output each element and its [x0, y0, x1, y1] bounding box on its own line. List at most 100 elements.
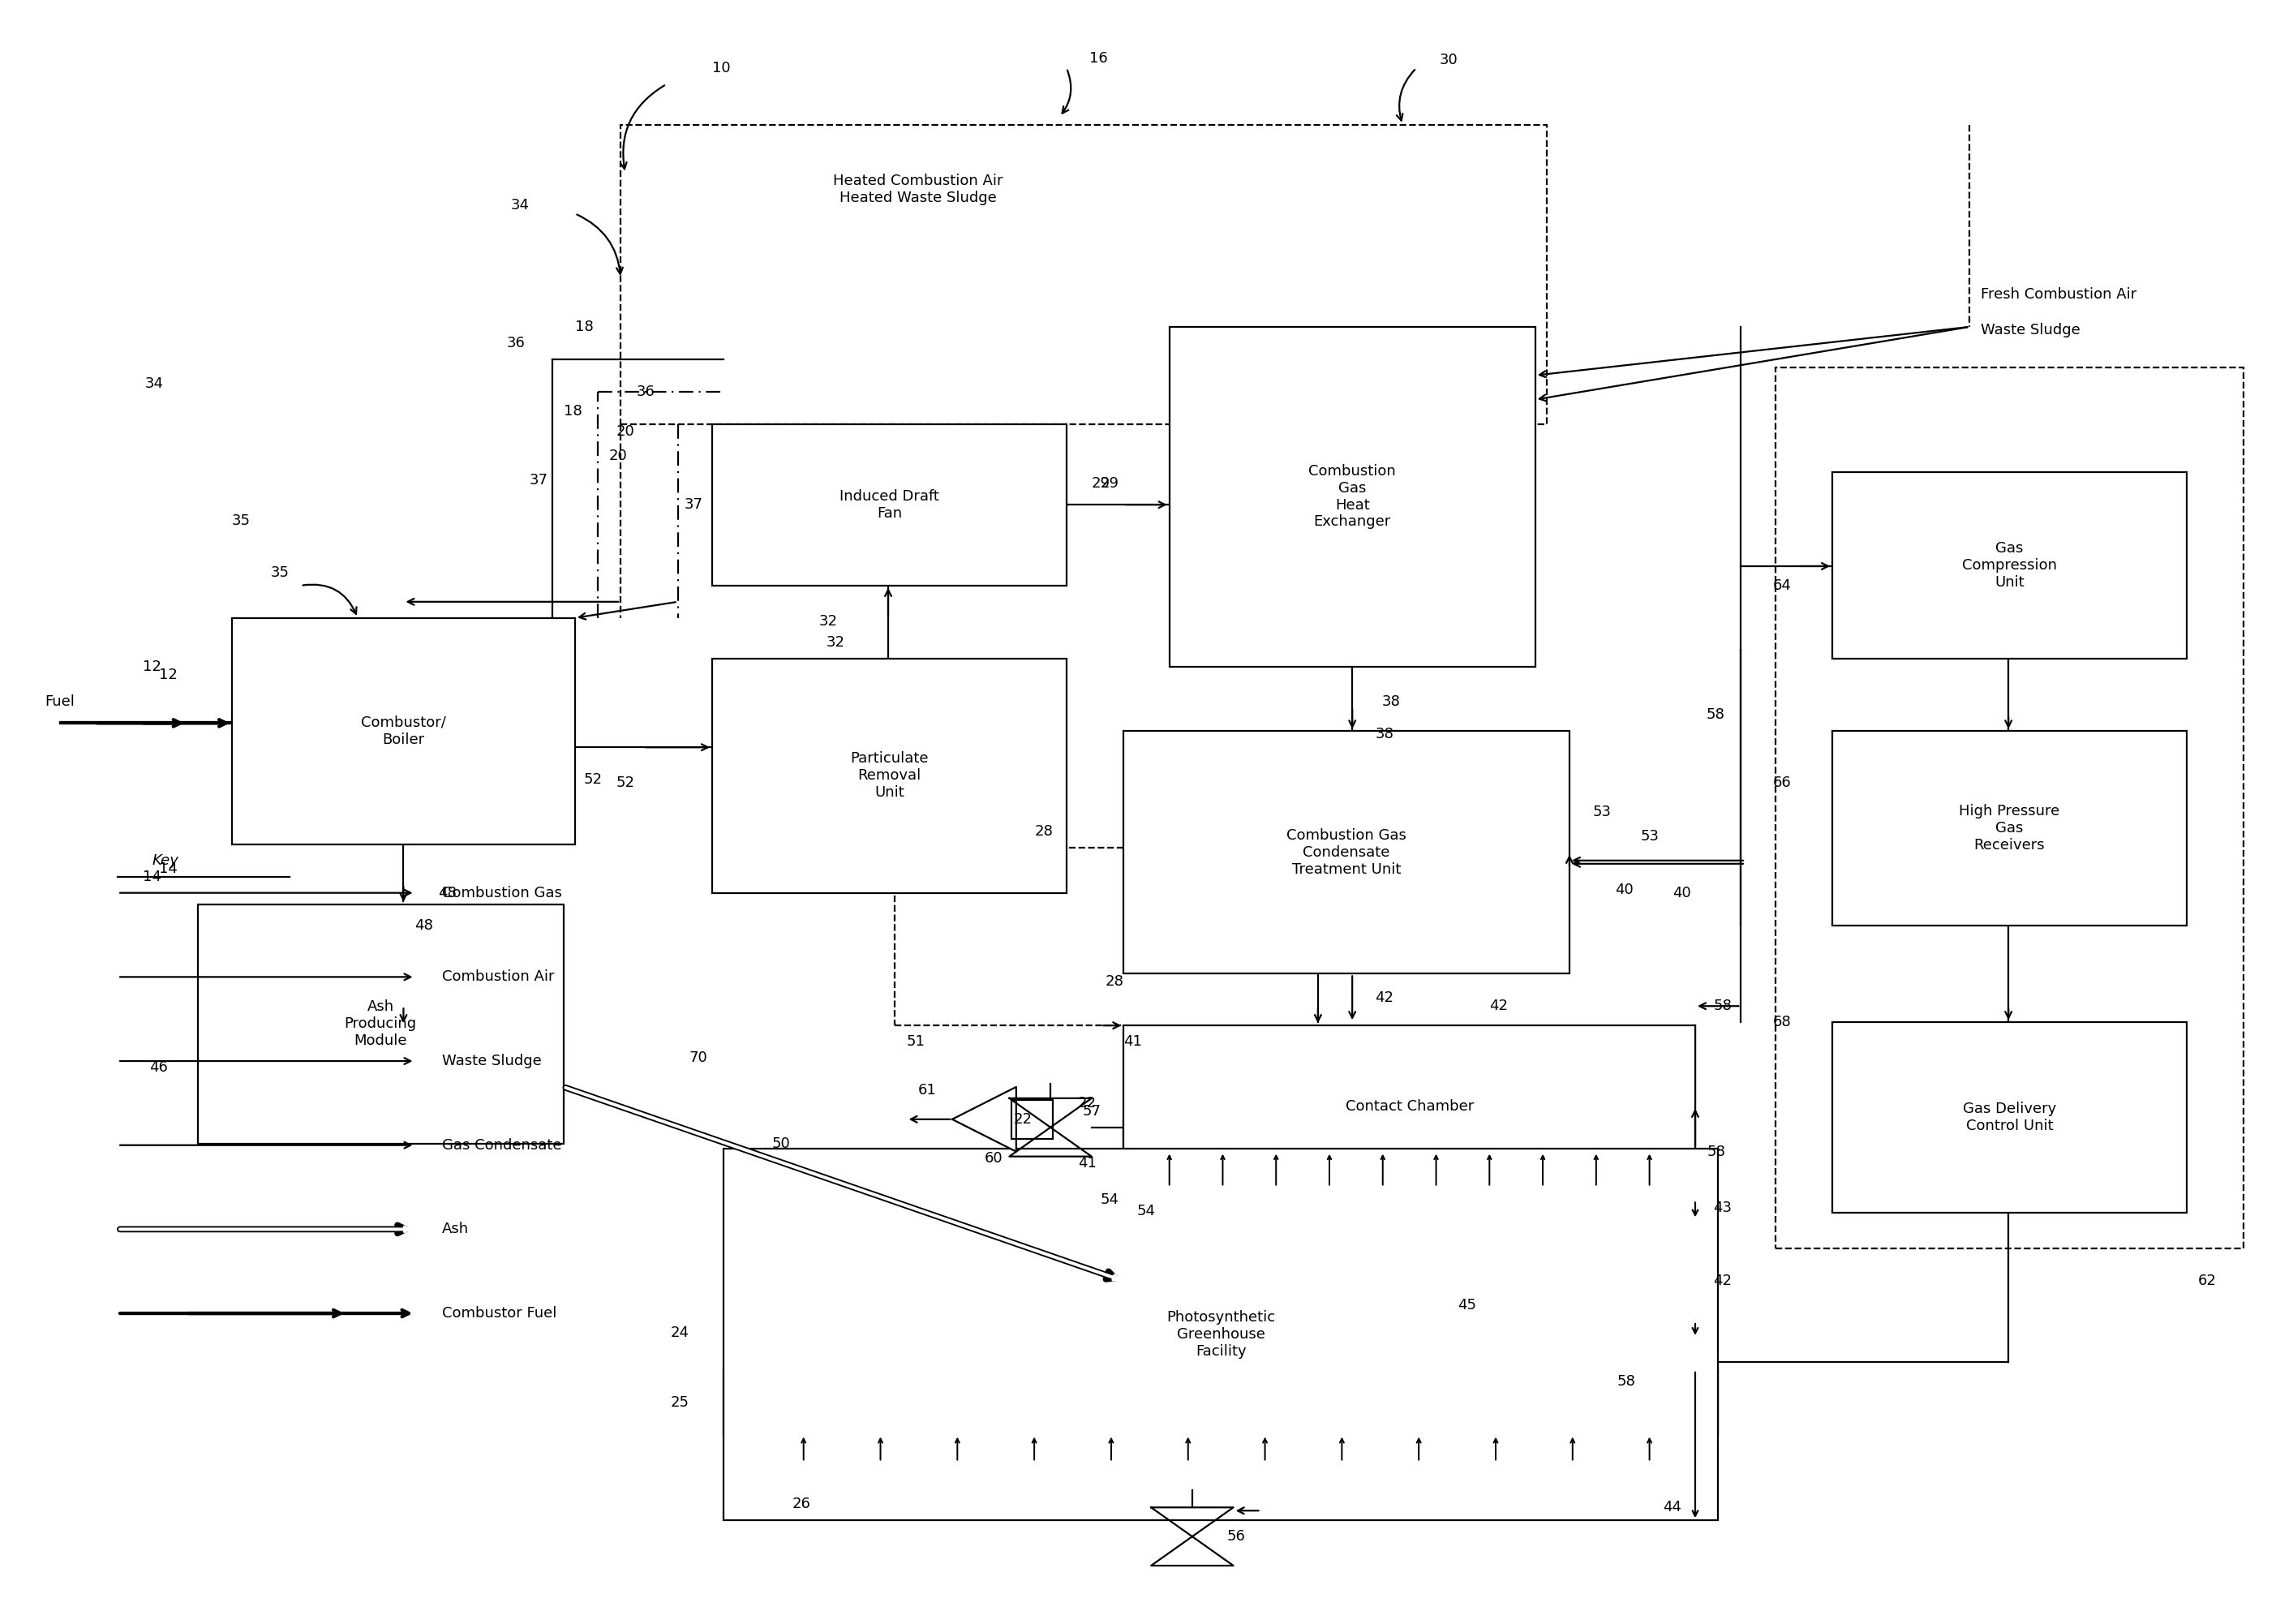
Text: 60: 60 — [984, 1151, 1002, 1166]
Text: Key: Key — [151, 853, 179, 867]
Text: Gas Delivery
Control Unit: Gas Delivery Control Unit — [1963, 1103, 2057, 1134]
FancyBboxPatch shape — [1124, 1025, 1695, 1187]
Text: 38: 38 — [1383, 695, 1401, 710]
Text: 35: 35 — [232, 513, 250, 528]
Text: 54: 54 — [1137, 1203, 1156, 1218]
Text: 48: 48 — [438, 885, 456, 900]
Text: 37: 37 — [530, 473, 548, 487]
Text: 66: 66 — [1772, 776, 1791, 791]
Text: 46: 46 — [149, 1060, 167, 1075]
Text: 51: 51 — [906, 1034, 924, 1049]
Text: 32: 32 — [825, 635, 844, 650]
Text: 22: 22 — [1014, 1112, 1032, 1127]
Text: 22: 22 — [1078, 1096, 1096, 1111]
Text: 52: 52 — [585, 773, 603, 788]
FancyBboxPatch shape — [1832, 731, 2188, 926]
Text: 38: 38 — [1376, 728, 1394, 742]
Text: Particulate
Removal
Unit: Particulate Removal Unit — [851, 752, 929, 799]
Text: 12: 12 — [158, 667, 177, 682]
Text: 52: 52 — [617, 776, 635, 791]
Text: 35: 35 — [271, 565, 289, 580]
Text: 41: 41 — [1078, 1156, 1096, 1171]
Text: Gas
Compression
Unit: Gas Compression Unit — [1963, 541, 2057, 590]
Text: 42: 42 — [1713, 1273, 1731, 1288]
Text: 28: 28 — [1034, 823, 1052, 838]
Text: Contact Chamber: Contact Chamber — [1346, 1099, 1474, 1114]
Text: 44: 44 — [1662, 1501, 1681, 1515]
FancyBboxPatch shape — [725, 1371, 1717, 1434]
Text: Photosynthetic
Greenhouse
Facility: Photosynthetic Greenhouse Facility — [1167, 1311, 1275, 1359]
Text: Combustion Air: Combustion Air — [443, 970, 555, 984]
Text: 37: 37 — [686, 497, 704, 512]
Text: Fresh Combustion Air: Fresh Combustion Air — [1981, 287, 2137, 302]
Text: 20: 20 — [617, 424, 635, 438]
Text: 26: 26 — [791, 1497, 812, 1512]
Text: 34: 34 — [144, 377, 163, 391]
Text: Induced Draft
Fan: Induced Draft Fan — [839, 489, 940, 520]
FancyBboxPatch shape — [725, 1148, 1717, 1520]
Text: 56: 56 — [1227, 1530, 1245, 1544]
Text: 40: 40 — [1672, 885, 1690, 900]
Text: 18: 18 — [576, 320, 594, 335]
Text: 14: 14 — [158, 861, 177, 875]
Polygon shape — [952, 1086, 1016, 1151]
Text: 58: 58 — [1706, 708, 1724, 723]
Text: 16: 16 — [1089, 50, 1108, 65]
Text: 28: 28 — [1105, 974, 1124, 989]
Text: Combustor Fuel: Combustor Fuel — [443, 1306, 557, 1320]
Text: 70: 70 — [690, 1051, 709, 1065]
Text: 54: 54 — [1101, 1194, 1119, 1207]
Text: Ash: Ash — [443, 1221, 470, 1236]
FancyBboxPatch shape — [713, 424, 1066, 586]
Text: 42: 42 — [1490, 999, 1509, 1013]
FancyBboxPatch shape — [1011, 1099, 1052, 1138]
Text: 62: 62 — [2199, 1273, 2217, 1288]
Text: 30: 30 — [1440, 52, 1458, 67]
Text: Heated Combustion Air
Heated Waste Sludge: Heated Combustion Air Heated Waste Sludg… — [832, 174, 1002, 205]
FancyBboxPatch shape — [197, 905, 564, 1143]
FancyBboxPatch shape — [1832, 1021, 2188, 1213]
Text: Combustion
Gas
Heat
Exchanger: Combustion Gas Heat Exchanger — [1309, 464, 1396, 529]
Text: 24: 24 — [670, 1325, 690, 1340]
Text: 29: 29 — [1091, 476, 1110, 490]
Text: Waste Sludge: Waste Sludge — [1981, 323, 2080, 338]
Text: 58: 58 — [1617, 1374, 1635, 1389]
Text: Combustor/
Boiler: Combustor/ Boiler — [360, 716, 447, 747]
Text: 18: 18 — [564, 404, 582, 419]
Text: 50: 50 — [770, 1137, 789, 1151]
Text: 64: 64 — [1772, 578, 1791, 593]
Text: 45: 45 — [1458, 1298, 1477, 1312]
Text: 58: 58 — [1713, 999, 1731, 1013]
Text: 48: 48 — [415, 918, 433, 932]
FancyBboxPatch shape — [713, 658, 1066, 893]
Text: 53: 53 — [1591, 806, 1612, 818]
Text: 14: 14 — [142, 869, 161, 883]
Text: 25: 25 — [670, 1395, 690, 1410]
Text: Waste Sludge: Waste Sludge — [443, 1054, 541, 1069]
Text: Gas Condensate: Gas Condensate — [443, 1138, 562, 1153]
Text: 32: 32 — [819, 614, 837, 628]
Text: 42: 42 — [1376, 991, 1394, 1005]
Text: 34: 34 — [511, 198, 530, 213]
Text: 12: 12 — [142, 659, 161, 674]
Text: 36: 36 — [637, 385, 656, 400]
Text: 53: 53 — [1639, 828, 1658, 843]
Text: Combustion Gas
Condensate
Treatment Unit: Combustion Gas Condensate Treatment Unit — [1286, 828, 1406, 877]
Text: 58: 58 — [1706, 1145, 1724, 1160]
Text: 68: 68 — [1772, 1015, 1791, 1030]
Text: 43: 43 — [1713, 1200, 1731, 1215]
Text: Ash
Producing
Module: Ash Producing Module — [344, 1000, 417, 1047]
Text: 41: 41 — [1124, 1034, 1142, 1049]
FancyBboxPatch shape — [232, 617, 576, 844]
FancyBboxPatch shape — [1169, 326, 1534, 666]
Text: 29: 29 — [1101, 476, 1119, 490]
FancyBboxPatch shape — [1124, 731, 1568, 974]
Text: 40: 40 — [1614, 882, 1633, 896]
Text: Combustion Gas: Combustion Gas — [443, 885, 562, 900]
Text: High Pressure
Gas
Receivers: High Pressure Gas Receivers — [1958, 804, 2059, 853]
Text: 10: 10 — [713, 60, 731, 75]
Text: 61: 61 — [917, 1083, 936, 1098]
Text: Fuel: Fuel — [44, 695, 73, 710]
Text: 57: 57 — [1082, 1104, 1101, 1119]
Text: 20: 20 — [610, 448, 628, 463]
